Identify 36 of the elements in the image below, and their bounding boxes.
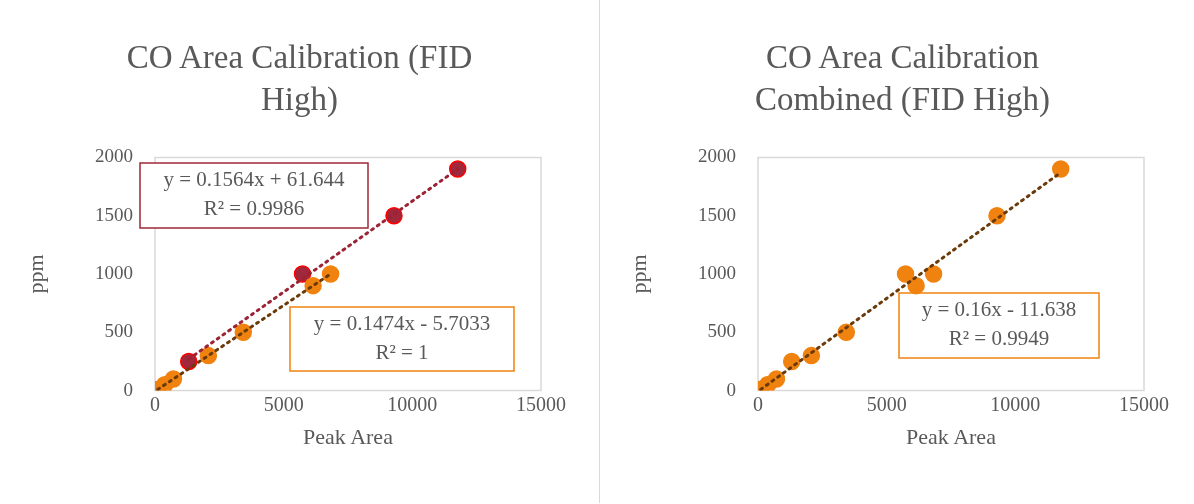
x-tick-label: 15000 — [1119, 392, 1169, 415]
point — [907, 276, 925, 295]
chart-title: CO Area Calibration (FID High) — [125, 38, 474, 119]
y-axis-title: ppm — [22, 254, 48, 294]
x-tick-label: 5000 — [866, 392, 907, 415]
y-axis-title: ppm — [625, 254, 651, 294]
point — [448, 160, 467, 178]
x-axis-title: Peak Area — [906, 423, 997, 449]
x-tick-label: 0 — [753, 392, 763, 415]
annotation: y = 0.1474x - 5.7033 — [313, 310, 491, 335]
x-axis-title: Peak Area — [303, 423, 394, 449]
y-tick-label: 1500 — [95, 203, 133, 225]
point — [1051, 160, 1070, 178]
x-tick-label: 5000 — [263, 392, 304, 415]
x-tick-label: 10000 — [387, 392, 438, 415]
y-tick-label: 0 — [726, 378, 736, 400]
x-tick-label: 0 — [150, 392, 160, 415]
y-tick-label: 2000 — [95, 145, 133, 167]
annotation: y = 0.1564x + 61.644 — [163, 166, 346, 191]
y-tick-label: 500 — [707, 320, 736, 342]
y-tick-label: 500 — [104, 320, 133, 342]
annotation: R² = 0.9949 — [948, 325, 1050, 350]
annotation: R² = 0.9986 — [203, 195, 305, 220]
annotation: R² = 1 — [375, 339, 429, 364]
annotation: y = 0.16x - 11.638 — [921, 296, 1077, 321]
point — [924, 265, 943, 283]
y-tick-label: 1500 — [698, 203, 736, 225]
chart-title: CO Area Calibration Combined (FID High) — [753, 38, 1052, 119]
x-tick-label: 10000 — [990, 392, 1041, 415]
x-tick-label: 15000 — [516, 392, 566, 415]
y-tick-label: 2000 — [698, 145, 736, 167]
point — [896, 265, 915, 283]
y-tick-label: 1000 — [95, 261, 133, 283]
point — [321, 265, 340, 283]
y-tick-label: 0 — [123, 378, 133, 400]
y-tick-label: 1000 — [698, 261, 736, 283]
